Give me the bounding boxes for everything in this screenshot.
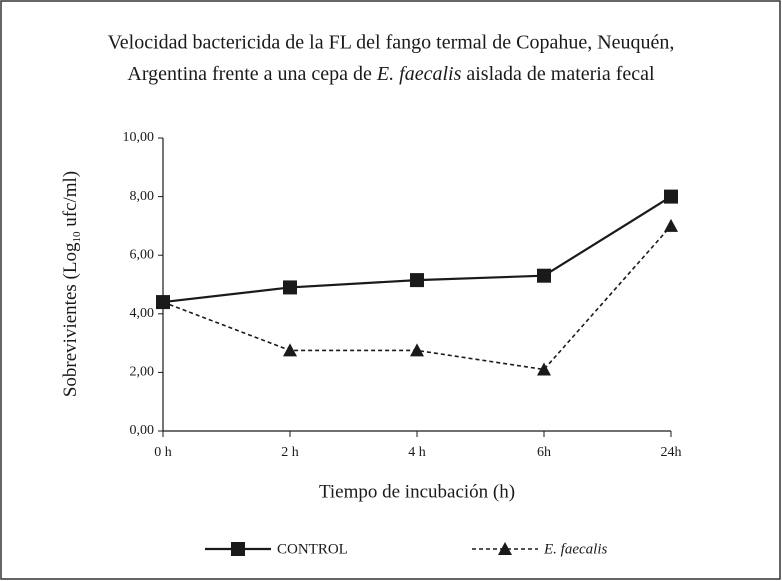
- y-tick-label: 0,00: [130, 423, 155, 438]
- legend-marker: [498, 542, 512, 555]
- y-tick-label: 4,00: [130, 306, 155, 321]
- y-label-part: Sobrevivientes (Log: [60, 242, 81, 397]
- legend-marker: [231, 542, 245, 556]
- marker: [537, 362, 551, 376]
- legend-label: CONTROL: [277, 541, 348, 557]
- title-part: E. faecalis: [376, 63, 462, 85]
- marker: [664, 218, 678, 232]
- x-tick-label: 0 h: [154, 445, 172, 460]
- title-part: Argentina frente a una cepa de: [127, 63, 372, 85]
- y-label-part: ufc/ml): [60, 171, 81, 227]
- marker: [283, 343, 297, 357]
- x-tick-label: 4 h: [408, 445, 426, 460]
- y-axis-label: Sobrevivientes (Log10 ufc/ml): [60, 171, 86, 397]
- marker: [283, 280, 297, 295]
- y-tick-label: 10,00: [123, 130, 155, 145]
- y-tick-label: 6,00: [130, 247, 155, 262]
- title-part: aislada de materia fecal: [466, 63, 655, 85]
- marker: [156, 295, 170, 309]
- marker: [537, 268, 551, 283]
- chart-title: Velocidad bactericida de la FL del fango…: [108, 32, 675, 54]
- marker: [410, 343, 424, 357]
- marker: [664, 189, 678, 204]
- y-label-part: 10: [71, 231, 83, 243]
- legend-label: E. faecalis: [543, 541, 607, 557]
- x-tick-label: 2 h: [281, 445, 299, 460]
- chart-title: Argentina frente a una cepa de E. faecal…: [127, 63, 655, 85]
- marker: [410, 273, 424, 288]
- y-tick-label: 2,00: [130, 365, 155, 380]
- x-tick-label: 6h: [537, 445, 551, 460]
- y-tick-label: 8,00: [130, 189, 155, 204]
- x-axis-label: Tiempo de incubación (h): [319, 481, 515, 502]
- x-tick-label: 24h: [661, 445, 682, 460]
